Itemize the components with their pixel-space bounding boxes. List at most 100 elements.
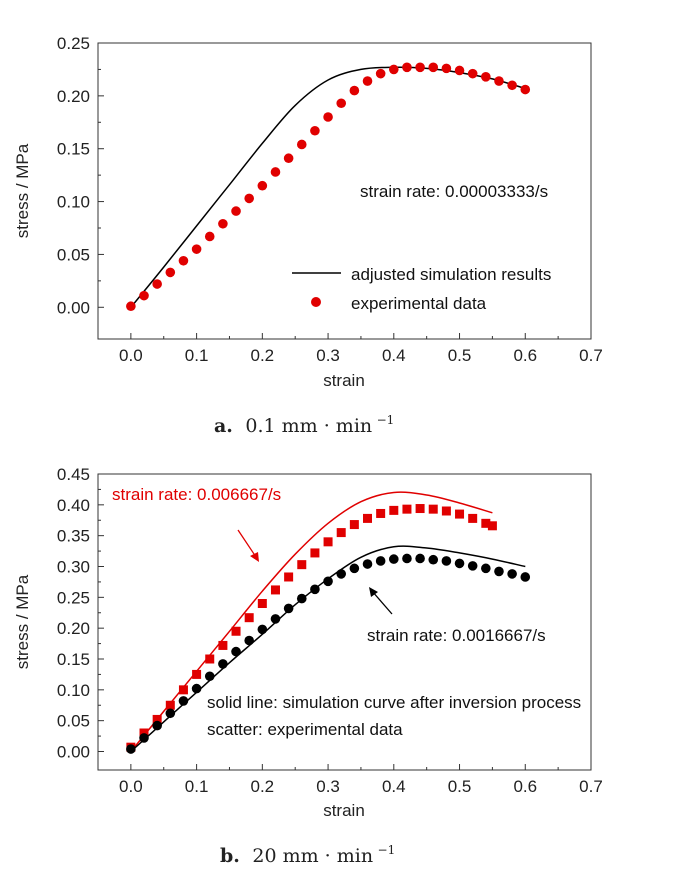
x-tick-label: 0.7: [579, 346, 603, 365]
y-tick-label: 0.25: [57, 588, 90, 607]
x-tick-label: 0.6: [513, 777, 537, 796]
x-ticks-b: 0.0 0.1 0.2 0.3 0.4 0.5 0.6 0.7: [119, 764, 603, 796]
data-point-circle: [152, 720, 162, 731]
data-point-circle: [126, 744, 136, 754]
data-point-square: [376, 508, 386, 518]
data-point-circle: [454, 65, 465, 76]
legend-a: adjusted simulation results experimental…: [292, 265, 551, 313]
data-point-circle: [336, 98, 347, 109]
x-tick-label: 0.4: [382, 777, 406, 796]
data-point-circle: [310, 125, 320, 136]
caption-b: b. 20 mm · min −1: [220, 843, 395, 867]
data-point-circle: [349, 563, 360, 574]
annotation-strain-rate-a: strain rate: 0.00003333/s: [360, 182, 548, 201]
data-point-square: [363, 513, 373, 523]
annotation-black-strain-rate: strain rate: 0.0016667/s: [367, 626, 546, 645]
data-point-circle: [428, 62, 439, 73]
data-point-circle: [402, 553, 412, 564]
data-point-circle: [204, 671, 215, 682]
x-tick-label: 0.3: [316, 346, 340, 365]
data-point-square: [468, 513, 478, 523]
data-point-square: [257, 599, 267, 608]
x-tick-label: 0.1: [185, 346, 209, 365]
data-point-circle: [323, 576, 333, 587]
y-ticks-a: 0.00 0.05 0.10 0.15 0.20 0.25: [57, 34, 104, 317]
y-tick-label: 0.30: [57, 558, 90, 577]
caption-a-text: a. 0.1 mm · min −1: [214, 413, 394, 437]
data-point-circle: [481, 72, 491, 82]
data-point-square: [441, 506, 451, 516]
y-tick-label: 0.20: [57, 619, 90, 638]
data-point-square: [205, 654, 215, 664]
y-tick-label: 0.05: [57, 712, 90, 731]
y-tick-label: 0.15: [57, 140, 90, 159]
data-point-circle: [244, 635, 254, 646]
data-point-circle: [126, 301, 136, 312]
data-point-circle: [178, 255, 189, 266]
data-point-circle: [375, 556, 386, 566]
plot-frame-a: [97, 42, 592, 340]
data-point-circle: [494, 76, 504, 86]
series-a: [126, 62, 531, 312]
data-point-circle: [375, 68, 386, 79]
y-tick-label: 0.00: [57, 743, 90, 762]
data-point-square: [218, 640, 228, 650]
red-annotation-arrow: [237, 529, 259, 562]
data-point-circle: [165, 708, 176, 719]
caption-b-text: b. 20 mm · min −1: [220, 843, 395, 867]
y-axis-label-a: stress / MPa: [13, 143, 32, 238]
y-tick-label: 0.15: [57, 650, 90, 669]
data-point-square: [244, 613, 254, 623]
y-tick-label: 0.40: [57, 496, 90, 515]
data-point-circle: [389, 554, 399, 564]
data-point-square: [270, 585, 280, 595]
plot-frame-b: [97, 473, 592, 771]
data-point-circle: [178, 696, 189, 706]
data-point-square: [428, 504, 438, 514]
x-tick-label: 0.6: [513, 346, 537, 365]
data-point-circle: [454, 558, 465, 569]
data-point-circle: [323, 112, 333, 122]
data-point-circle: [415, 62, 425, 73]
data-point-square: [415, 504, 425, 514]
data-point-circle: [257, 180, 268, 191]
series-b: [126, 491, 531, 754]
panel-a-chart: 0.00 0.05 0.10 0.15 0.20 0.25 0.0 0.1 0.2 0.3 0.4…: [13, 34, 603, 437]
data-point-circle: [152, 279, 162, 289]
data-point-square: [310, 548, 320, 558]
data-point-circle: [257, 624, 268, 635]
data-point-square: [389, 505, 399, 515]
series-line-0: [130, 491, 493, 752]
data-point-circle: [507, 569, 517, 579]
x-tick-label: 0.0: [119, 346, 143, 365]
data-point-circle: [362, 559, 373, 569]
data-point-square: [231, 626, 241, 636]
data-point-circle: [441, 556, 452, 566]
x-tick-label: 0.0: [119, 777, 143, 796]
data-point-circle: [218, 659, 228, 669]
data-point-square: [336, 528, 346, 538]
data-point-circle: [310, 584, 320, 595]
legend-line-label: adjusted simulation results: [351, 265, 551, 284]
data-point-circle: [296, 593, 307, 604]
x-tick-label: 0.3: [316, 777, 340, 796]
data-point-square: [192, 669, 202, 679]
data-point-square: [323, 537, 333, 547]
x-tick-label: 0.4: [382, 346, 406, 365]
x-tick-label: 0.2: [251, 777, 275, 796]
data-point-circle: [231, 646, 241, 657]
y-tick-label: 0.00: [57, 298, 90, 317]
data-point-circle: [362, 76, 373, 86]
data-point-circle: [165, 267, 176, 278]
data-point-circle: [336, 569, 347, 579]
data-point-square: [402, 504, 412, 514]
data-point-circle: [494, 566, 504, 577]
data-point-circle: [270, 614, 281, 624]
data-point-circle: [389, 64, 399, 75]
x-tick-label: 0.7: [579, 777, 603, 796]
data-point-circle: [218, 218, 228, 229]
data-point-circle: [467, 561, 478, 571]
x-tick-label: 0.1: [185, 777, 209, 796]
data-point-circle: [296, 139, 307, 150]
y-tick-label: 0.10: [57, 193, 90, 212]
